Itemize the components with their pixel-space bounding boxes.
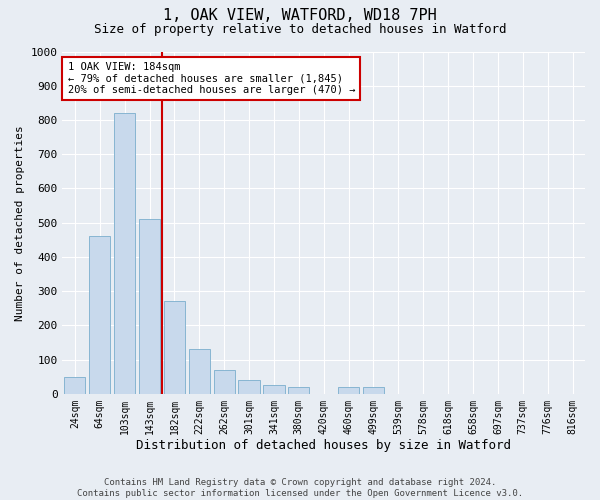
Bar bbox=[363, 387, 384, 394]
X-axis label: Distribution of detached houses by size in Watford: Distribution of detached houses by size … bbox=[136, 440, 511, 452]
Bar bbox=[214, 370, 235, 394]
Bar bbox=[139, 219, 160, 394]
Bar bbox=[64, 376, 85, 394]
Bar bbox=[263, 386, 284, 394]
Y-axis label: Number of detached properties: Number of detached properties bbox=[15, 125, 25, 320]
Bar bbox=[288, 387, 310, 394]
Text: 1, OAK VIEW, WATFORD, WD18 7PH: 1, OAK VIEW, WATFORD, WD18 7PH bbox=[163, 8, 437, 22]
Text: Size of property relative to detached houses in Watford: Size of property relative to detached ho… bbox=[94, 22, 506, 36]
Bar bbox=[338, 387, 359, 394]
Text: 1 OAK VIEW: 184sqm
← 79% of detached houses are smaller (1,845)
20% of semi-deta: 1 OAK VIEW: 184sqm ← 79% of detached hou… bbox=[68, 62, 355, 95]
Bar bbox=[114, 113, 135, 394]
Bar bbox=[238, 380, 260, 394]
Text: Contains HM Land Registry data © Crown copyright and database right 2024.
Contai: Contains HM Land Registry data © Crown c… bbox=[77, 478, 523, 498]
Bar bbox=[89, 236, 110, 394]
Bar bbox=[189, 350, 210, 394]
Bar bbox=[164, 302, 185, 394]
